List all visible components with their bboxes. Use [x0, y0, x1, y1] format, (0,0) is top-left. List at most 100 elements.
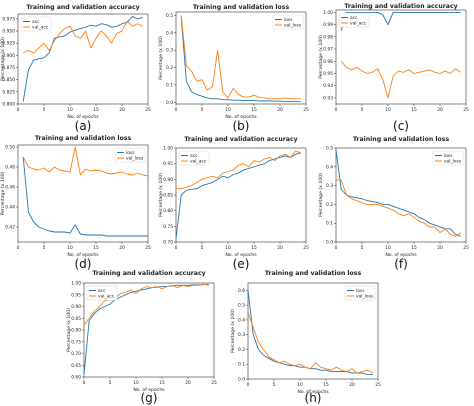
- x-tick-label: 25: [303, 245, 309, 251]
- x-tick-label: 15: [159, 380, 165, 386]
- chart-panel-7: Training and validation accuracy 0 5 10 15 20…: [66, 270, 217, 405]
- x-tick-label: 25: [211, 380, 217, 386]
- x-tick-label: 0: [83, 380, 86, 386]
- series-line-loss: [335, 149, 461, 237]
- plot-frame: [17, 13, 149, 105]
- chart-title: Training and validation loss: [193, 4, 290, 11]
- series-line-val_loss: [180, 15, 301, 100]
- y-tick-label: 0.900: [2, 53, 15, 59]
- y-tick-label: 0.75: [163, 224, 173, 230]
- legend-label: val_loss: [284, 23, 302, 29]
- x-tick-label: 10: [67, 245, 73, 251]
- y-tick-label: 0.95: [163, 161, 173, 167]
- series-line-acc: [340, 11, 461, 31]
- y-axis-label: Percentage (x 100): [318, 35, 324, 79]
- legend-label: acc: [32, 20, 40, 25]
- x-tick-label: 20: [277, 107, 283, 113]
- panel-label: (a): [75, 119, 92, 133]
- y-tick-label: 0.2: [166, 65, 173, 71]
- series-line-val_acc: [340, 60, 462, 99]
- y-tick-label: 0.65: [71, 363, 81, 369]
- y-tick-label: 0.825: [2, 89, 15, 95]
- y-tick-label: 0.5: [238, 303, 245, 309]
- y-tick-label: 0.4: [238, 317, 245, 323]
- y-tick-label: 0.0: [326, 240, 333, 246]
- legend-label: loss: [126, 150, 135, 156]
- chart-panel-6: Training and validation loss 0 5 10 15 20 25 0.…: [318, 136, 469, 271]
- legend-label: val_acc: [98, 294, 115, 300]
- x-tick-label: 20: [349, 382, 355, 388]
- x-tick-label: 0: [17, 245, 20, 251]
- y-tick-label: 0.80: [163, 208, 173, 214]
- series-line-val_acc: [83, 283, 209, 326]
- x-tick-label: 20: [437, 107, 443, 113]
- x-tick-label: 10: [133, 380, 139, 386]
- x-tick-label: 0: [175, 245, 178, 251]
- x-tick-label: 10: [385, 107, 391, 113]
- x-tick-label: 0: [335, 245, 338, 251]
- y-tick-label: 0.96: [323, 59, 333, 65]
- x-tick-label: 5: [201, 107, 204, 113]
- x-tick-label: 15: [93, 245, 99, 251]
- y-tick-label: 0.75: [71, 339, 81, 345]
- chart-title: Training and validation loss: [265, 270, 362, 277]
- y-tick-label: 0.70: [71, 351, 81, 357]
- y-tick-label: 0.875: [2, 65, 15, 71]
- y-tick-label: 0.97: [323, 47, 333, 53]
- x-tick-label: 15: [411, 245, 417, 251]
- x-tick-label: 20: [185, 380, 191, 386]
- legend-label: loss: [444, 153, 453, 159]
- y-tick-label: 0.3: [326, 183, 333, 189]
- y-tick-label: 0.850: [2, 77, 15, 83]
- y-tick-label: 0.95: [71, 292, 81, 298]
- y-tick-label: 0.2: [326, 202, 333, 208]
- y-tick-label: 0.3: [166, 48, 173, 54]
- y-tick-label: 0.0: [166, 100, 173, 106]
- y-tick-label: 1.00: [71, 281, 81, 287]
- panel-label: (e): [233, 257, 250, 271]
- chart-title: Training and validation loss: [353, 136, 450, 143]
- chart-panel-5: Training and validation accuracy 0 5 10 15 20…: [158, 136, 309, 271]
- plot-frame: [247, 282, 379, 380]
- x-tick-label: 0: [335, 107, 338, 113]
- y-tick-label: 0.90: [71, 304, 81, 310]
- series-line-acc: [22, 15, 143, 102]
- y-tick-label: 0.0: [238, 377, 245, 383]
- y-tick-label: 0.5: [166, 13, 173, 19]
- y-tick-label: 0.60: [71, 375, 81, 381]
- legend-label: val_loss: [444, 159, 462, 165]
- y-tick-label: 0.93: [323, 95, 333, 101]
- x-tick-label: 10: [385, 245, 391, 251]
- x-axis-label: No. of epochs: [67, 114, 99, 120]
- y-tick-label: 0.5: [326, 146, 333, 152]
- x-tick-label: 5: [361, 107, 364, 113]
- x-tick-label: 5: [43, 245, 46, 251]
- y-tick-label: 0.48: [5, 165, 15, 171]
- x-tick-label: 0: [247, 382, 250, 388]
- x-tick-label: 15: [251, 245, 257, 251]
- legend-label: val_acc: [32, 25, 49, 31]
- x-tick-label: 25: [463, 107, 469, 113]
- y-axis-label: Percentage (x 100): [0, 171, 6, 215]
- y-axis-label: Percentage (x 100): [158, 36, 164, 80]
- y-tick-label: 0.90: [163, 177, 173, 183]
- y-tick-label: 0.800: [2, 102, 15, 108]
- y-tick-label: 0.85: [163, 193, 173, 199]
- y-axis-label: Percentage (x 100): [230, 309, 236, 353]
- x-tick-label: 20: [277, 245, 283, 251]
- x-tick-label: 5: [43, 107, 46, 113]
- x-tick-label: 10: [67, 107, 73, 113]
- legend-label: val_acc: [190, 159, 207, 165]
- y-tick-label: 0.950: [2, 29, 15, 35]
- x-axis-label: No. of epochs: [225, 252, 257, 258]
- chart-panel-2: Training and validation loss 0 5 10 15 20 25 0.…: [158, 4, 309, 133]
- y-tick-label: 0.6: [238, 288, 245, 294]
- x-tick-label: 10: [297, 382, 303, 388]
- y-axis-label: Percentage (x 100): [318, 173, 324, 217]
- legend-label: val_acc: [350, 21, 367, 27]
- y-axis-label: Percentage (x 100): [158, 173, 164, 217]
